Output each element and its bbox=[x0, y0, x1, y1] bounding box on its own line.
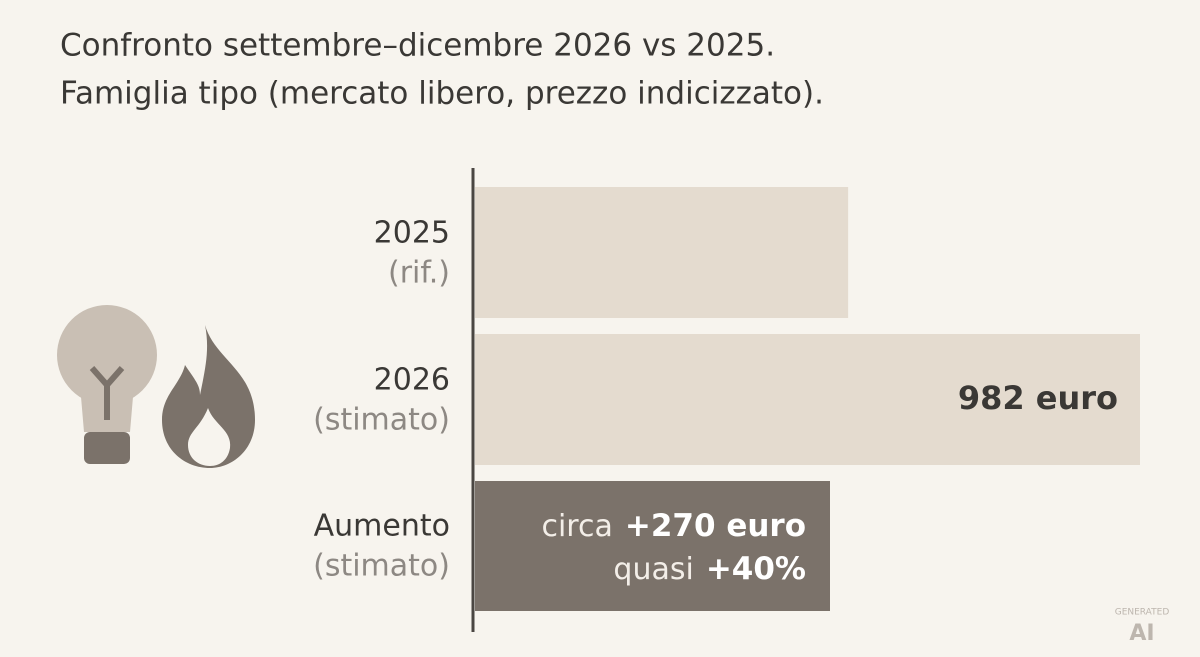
watermark: AI bbox=[1129, 621, 1154, 646]
increase-line: quasi +40% bbox=[613, 551, 806, 587]
watermark: GENERATED bbox=[1115, 608, 1170, 618]
value-label: 982 euro bbox=[958, 379, 1118, 417]
chart-title: Famiglia tipo (mercato libero, prezzo in… bbox=[60, 76, 824, 112]
increase-box bbox=[475, 481, 830, 611]
bar bbox=[475, 187, 849, 318]
bar bbox=[475, 334, 1140, 465]
increase-prefix: circa bbox=[541, 509, 612, 544]
flame-icon bbox=[162, 325, 255, 468]
category-label: 2025 bbox=[374, 216, 450, 251]
increase-row: Aumento (stimato) circa +270 euro quasi +4… bbox=[313, 481, 830, 611]
category-sublabel: (rif.) bbox=[388, 256, 450, 291]
category-sublabel: (stimato) bbox=[313, 403, 450, 438]
increase-line: circa +270 euro bbox=[541, 508, 806, 544]
bulb-icon bbox=[57, 305, 157, 464]
category-label: Aumento bbox=[314, 509, 450, 544]
category-sublabel: (stimato) bbox=[313, 549, 450, 584]
increase-prefix: quasi bbox=[613, 552, 693, 587]
increase-value: +270 euro bbox=[625, 508, 806, 544]
increase-value: +40% bbox=[706, 551, 806, 587]
chart-title: Confronto settembre–dicembre 2026 vs 202… bbox=[60, 28, 775, 64]
category-label: 2026 bbox=[374, 363, 450, 398]
